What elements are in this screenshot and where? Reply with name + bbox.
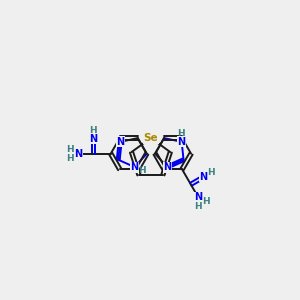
- Text: H: H: [67, 154, 74, 163]
- Text: N: N: [178, 137, 186, 147]
- Text: H: H: [202, 197, 210, 206]
- Text: N: N: [116, 137, 124, 147]
- Text: N: N: [200, 172, 208, 182]
- Text: Se: Se: [144, 133, 158, 143]
- Text: H: H: [177, 129, 184, 138]
- Text: H: H: [67, 145, 74, 154]
- Text: Se: Se: [144, 133, 158, 143]
- Text: H: H: [139, 166, 146, 175]
- Text: N: N: [130, 162, 139, 172]
- Text: N: N: [74, 149, 83, 159]
- Text: H: H: [194, 202, 202, 211]
- Text: H: H: [89, 126, 97, 135]
- Text: N: N: [194, 192, 202, 202]
- Text: H: H: [207, 168, 215, 177]
- Text: N: N: [89, 134, 98, 144]
- Text: N: N: [163, 162, 171, 172]
